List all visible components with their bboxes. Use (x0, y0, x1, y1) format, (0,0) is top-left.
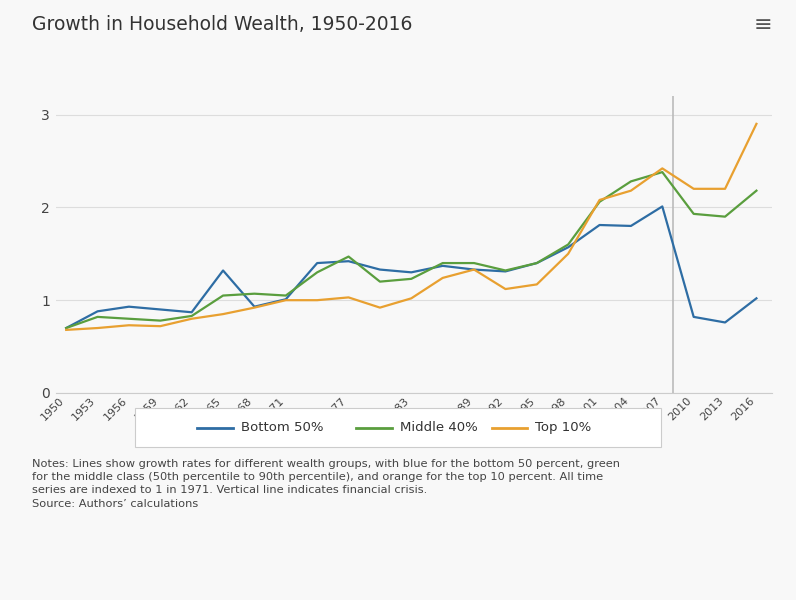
Text: ≡: ≡ (754, 15, 772, 35)
Text: Bottom 50%: Bottom 50% (241, 421, 323, 434)
Text: Notes: Lines show growth rates for different wealth groups, with blue for the bo: Notes: Lines show growth rates for diffe… (32, 459, 620, 509)
Text: Top 10%: Top 10% (535, 421, 591, 434)
Text: Growth in Household Wealth, 1950-2016: Growth in Household Wealth, 1950-2016 (32, 15, 412, 34)
Text: Middle 40%: Middle 40% (400, 421, 478, 434)
